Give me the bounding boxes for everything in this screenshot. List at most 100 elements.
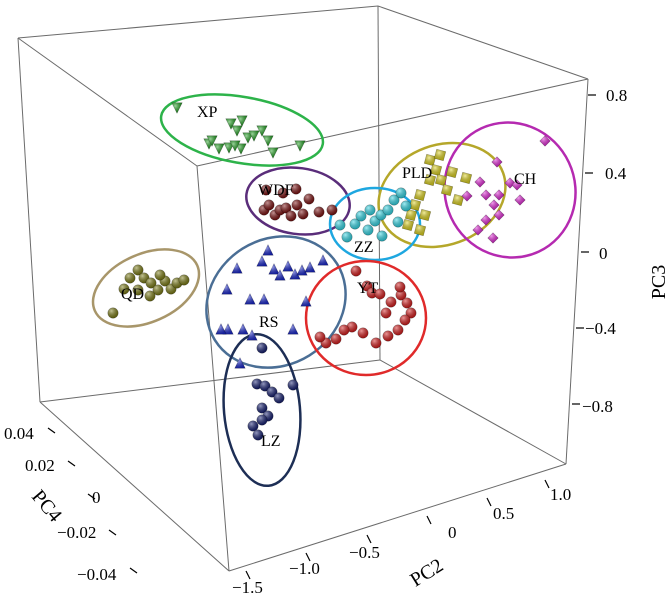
point-xp bbox=[294, 140, 306, 152]
pc3-tick-label: 0 bbox=[599, 244, 608, 263]
point-yt bbox=[357, 327, 369, 339]
point-zz bbox=[362, 224, 374, 236]
point-lz bbox=[287, 379, 299, 391]
point-xp bbox=[223, 142, 235, 154]
point-pld bbox=[433, 148, 447, 162]
point-lz bbox=[247, 420, 259, 432]
point-yt bbox=[385, 296, 397, 308]
box-frame bbox=[17, 5, 589, 572]
point-lz bbox=[252, 429, 264, 441]
point-xp bbox=[262, 135, 274, 147]
group-label-pld: PLD bbox=[402, 165, 432, 182]
pc2-axis: −1.5 −1.0 −0.5 0 0.5 1.0 PC2 bbox=[232, 479, 571, 597]
point-rs bbox=[256, 255, 268, 267]
ellipse-rs bbox=[205, 235, 347, 369]
point-ch bbox=[474, 176, 486, 188]
point-lz bbox=[251, 378, 263, 390]
point-xp bbox=[236, 115, 248, 127]
point-ch bbox=[480, 214, 492, 226]
point-rs bbox=[268, 263, 280, 275]
point-zz bbox=[382, 204, 394, 216]
point-xp bbox=[225, 118, 237, 130]
point-xp bbox=[256, 125, 268, 137]
point-xp bbox=[229, 140, 241, 152]
point-yt bbox=[346, 321, 358, 333]
point-qd bbox=[154, 269, 166, 281]
pc3-axis: 0.8 0.4 0 −0.4 −0.8 PC3 bbox=[572, 86, 670, 416]
point-zz bbox=[376, 230, 388, 242]
point-qd bbox=[124, 272, 136, 284]
point-yt bbox=[401, 297, 413, 309]
point-zz bbox=[364, 204, 376, 216]
point-zz bbox=[334, 219, 346, 231]
point-yt bbox=[350, 265, 362, 277]
point-pld bbox=[434, 173, 448, 187]
point-pld bbox=[429, 163, 443, 177]
point-wdf bbox=[303, 193, 315, 205]
point-ch bbox=[491, 156, 503, 168]
point-qd bbox=[178, 274, 190, 286]
pc3-tick-label: 0.8 bbox=[606, 86, 627, 105]
point-rs bbox=[234, 357, 246, 369]
group-label-yt: YT bbox=[357, 280, 379, 297]
point-pld bbox=[418, 208, 432, 222]
point-yt bbox=[366, 287, 378, 299]
ellipse-qd bbox=[91, 248, 201, 328]
point-zz bbox=[388, 194, 400, 206]
point-xp bbox=[267, 147, 279, 159]
point-yt bbox=[394, 281, 406, 293]
point-xp bbox=[248, 130, 260, 142]
pc3-axis-title: PC3 bbox=[648, 265, 670, 299]
point-yt bbox=[330, 333, 342, 345]
point-rs bbox=[300, 295, 312, 307]
point-rs bbox=[237, 323, 249, 335]
point-yt bbox=[380, 307, 392, 319]
point-yt bbox=[399, 314, 411, 326]
point-rs bbox=[221, 283, 233, 295]
pc2-tick-label: 0.5 bbox=[493, 504, 514, 523]
point-qd bbox=[107, 307, 119, 319]
ellipse-yt bbox=[304, 259, 428, 377]
point-yt bbox=[382, 330, 394, 342]
point-qd bbox=[118, 283, 130, 295]
point-rs bbox=[231, 262, 243, 274]
point-zz bbox=[349, 218, 361, 230]
group-labels: XP WDF PLD CH ZZ QD RS YT LZ bbox=[121, 104, 537, 450]
pc3-tick-label: −0.4 bbox=[585, 319, 616, 338]
pc2-tick-label: 1.0 bbox=[550, 485, 571, 504]
ellipse-lz bbox=[222, 332, 302, 488]
point-qd bbox=[145, 277, 157, 289]
pc4-tick-label: −0.04 bbox=[77, 565, 117, 584]
pc4-axis-title: PC4 bbox=[27, 486, 66, 527]
point-rs bbox=[262, 244, 274, 256]
pc2-tick-label: −1.0 bbox=[289, 559, 320, 578]
point-pld bbox=[408, 198, 422, 212]
point-lz bbox=[259, 380, 271, 392]
point-qd bbox=[144, 290, 156, 302]
point-lz bbox=[256, 414, 268, 426]
point-rs bbox=[287, 323, 299, 335]
pc3-tick-label: 0.4 bbox=[605, 164, 627, 183]
group-label-zz: ZZ bbox=[354, 239, 374, 256]
point-pld bbox=[413, 188, 427, 202]
ellipse-wdf bbox=[245, 166, 351, 236]
pc4-tick-label: 0 bbox=[92, 488, 101, 507]
pc2-tick-label: −1.5 bbox=[232, 578, 263, 597]
point-pld bbox=[413, 223, 427, 237]
point-lz bbox=[266, 386, 278, 398]
point-xp bbox=[231, 125, 243, 137]
pc4-tick-label: −0.02 bbox=[57, 523, 96, 542]
point-yt bbox=[338, 324, 350, 336]
point-qd bbox=[132, 284, 144, 296]
point-zz bbox=[341, 231, 353, 243]
point-ch bbox=[487, 232, 499, 244]
point-xp bbox=[242, 132, 254, 144]
point-rs bbox=[222, 323, 234, 335]
point-yt bbox=[405, 307, 417, 319]
point-ch bbox=[511, 179, 523, 191]
pc4-tick-label: 0.04 bbox=[4, 424, 34, 443]
group-label-qd: QD bbox=[121, 286, 144, 303]
point-rs bbox=[258, 293, 270, 305]
point-zz bbox=[392, 216, 404, 228]
